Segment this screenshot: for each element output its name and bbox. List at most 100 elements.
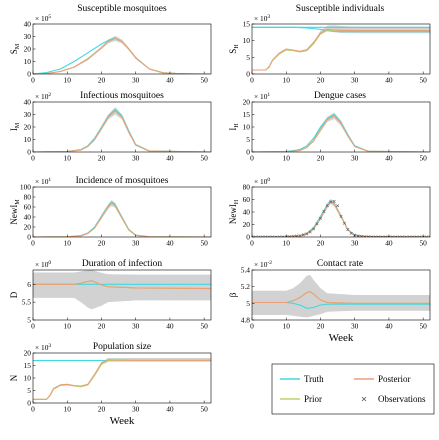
observation-point — [411, 235, 415, 237]
y-tick-label: 20 — [24, 349, 32, 358]
observation-point — [305, 232, 309, 236]
x-tick-label: 0 — [31, 405, 35, 414]
x-tick-label: 0 — [31, 322, 35, 331]
legend-item-prior: Prior — [280, 394, 322, 404]
observation-point — [418, 235, 422, 237]
y-axis-label: SH — [228, 44, 240, 54]
y-tick-label: 5 — [27, 386, 31, 395]
observation-point — [312, 227, 316, 231]
observation-point — [360, 234, 364, 237]
y-tick-label: 60 — [243, 195, 251, 204]
x-tick-label: 20 — [98, 239, 106, 248]
plot-area — [252, 275, 430, 318]
axis-multiplier: × 102 — [35, 92, 51, 101]
y-tick-label: 20 — [24, 223, 32, 232]
posterior-line — [252, 291, 430, 304]
legend-item-posterior: Posterior — [354, 374, 411, 384]
legend: Truth Posterior Prior Observations — [271, 363, 435, 415]
panel-title: Duration of infection — [82, 258, 162, 269]
x-tick-label: 40 — [385, 154, 393, 163]
x-tick-label: 40 — [166, 405, 174, 414]
axes-frame — [32, 101, 212, 153]
observation-point — [394, 235, 398, 237]
x-tick-label: 20 — [98, 405, 106, 414]
y-tick-label: 0 — [246, 233, 250, 242]
observation-point — [404, 235, 408, 237]
observation-point — [390, 235, 394, 237]
x-tick-label: 30 — [351, 239, 359, 248]
x-axis-label: Week — [110, 415, 135, 427]
plot-area — [33, 107, 211, 152]
observation-point — [253, 235, 257, 237]
y-tick-label: 4.8 — [241, 316, 251, 325]
panel-ih: Dengue cases × 101 0 5 10 15 20 0 10 20 30 40 50 IH — [228, 91, 431, 163]
x-tick-label: 10 — [64, 405, 72, 414]
posterior-band — [33, 358, 211, 400]
y-tick-label: 10 — [243, 123, 251, 132]
x-tick-label: 30 — [351, 76, 359, 85]
y-tick-label: 5 — [246, 135, 250, 144]
x-tick-label: 20 — [317, 322, 325, 331]
x-tick-label: 10 — [64, 154, 72, 163]
x-tick-label: 0 — [31, 154, 35, 163]
observation-point — [267, 235, 271, 237]
axis-multiplier: × 103 — [35, 343, 51, 352]
observation-point — [373, 235, 377, 237]
x-tick-label: 40 — [166, 322, 174, 331]
y-tick-label: 5 — [246, 53, 250, 62]
y-tick-label: 40 — [243, 208, 251, 217]
y-tick-label: 5 — [246, 299, 250, 308]
observation-point — [264, 235, 268, 237]
observation-point — [336, 204, 340, 208]
y-tick-label: 40 — [24, 98, 32, 107]
x-tick-label: 30 — [351, 154, 359, 163]
y-tick-label: 20 — [24, 123, 32, 132]
y-tick-label: 10 — [24, 57, 32, 66]
posterior-band — [33, 270, 211, 310]
y-axis-label: NewIM — [9, 199, 21, 225]
truth-line — [252, 301, 430, 309]
x-tick-label: 30 — [132, 405, 140, 414]
y-axis-label: D — [9, 291, 19, 298]
y-axis-label: N — [9, 374, 19, 381]
y-tick-label: 20 — [243, 220, 251, 229]
y-tick-label: 15 — [243, 20, 251, 29]
legend-item-observations: Observations — [361, 394, 426, 404]
axes-frame — [251, 269, 431, 321]
x-tick-label: 10 — [283, 76, 291, 85]
x-tick-label: 50 — [200, 322, 208, 331]
y-axis-label: IH — [228, 123, 240, 131]
observation-point — [274, 235, 278, 237]
panel-title: Susceptible individuals — [296, 4, 385, 14]
x-tick-label: 40 — [166, 76, 174, 85]
truth-line — [33, 108, 211, 152]
x-tick-label: 40 — [385, 322, 393, 331]
observation-point — [315, 222, 319, 226]
x-tick-label: 0 — [31, 239, 35, 248]
axes-frame — [251, 186, 431, 238]
observation-point — [349, 231, 353, 235]
panel-sh: Susceptible individuals × 103 0 5 10 15 0 10 20 3… — [228, 4, 431, 85]
observation-point — [291, 234, 295, 237]
axes-frame — [251, 101, 431, 153]
legend-label: Posterior — [378, 374, 411, 384]
x-tick-label: 10 — [283, 322, 291, 331]
y-tick-label: 40 — [24, 213, 32, 222]
legend-label: Observations — [378, 394, 426, 404]
y-tick-label: 15 — [24, 361, 32, 370]
posterior-line — [33, 359, 211, 400]
x-tick-label: 10 — [64, 322, 72, 331]
axes-frame — [32, 269, 212, 321]
y-tick-label: 5 — [27, 316, 31, 325]
observation-point — [346, 227, 350, 232]
x-tick-label: 40 — [166, 239, 174, 248]
y-tick-label: 0 — [27, 399, 31, 408]
plot-area — [33, 270, 211, 310]
observation-point — [414, 235, 418, 237]
x-tick-label: 0 — [31, 76, 35, 85]
observation-point — [339, 214, 343, 218]
y-tick-label: 20 — [243, 98, 251, 107]
panel-title: Contact rate — [317, 259, 363, 269]
prior-line — [252, 200, 430, 237]
x-tick-label: 0 — [250, 322, 254, 331]
